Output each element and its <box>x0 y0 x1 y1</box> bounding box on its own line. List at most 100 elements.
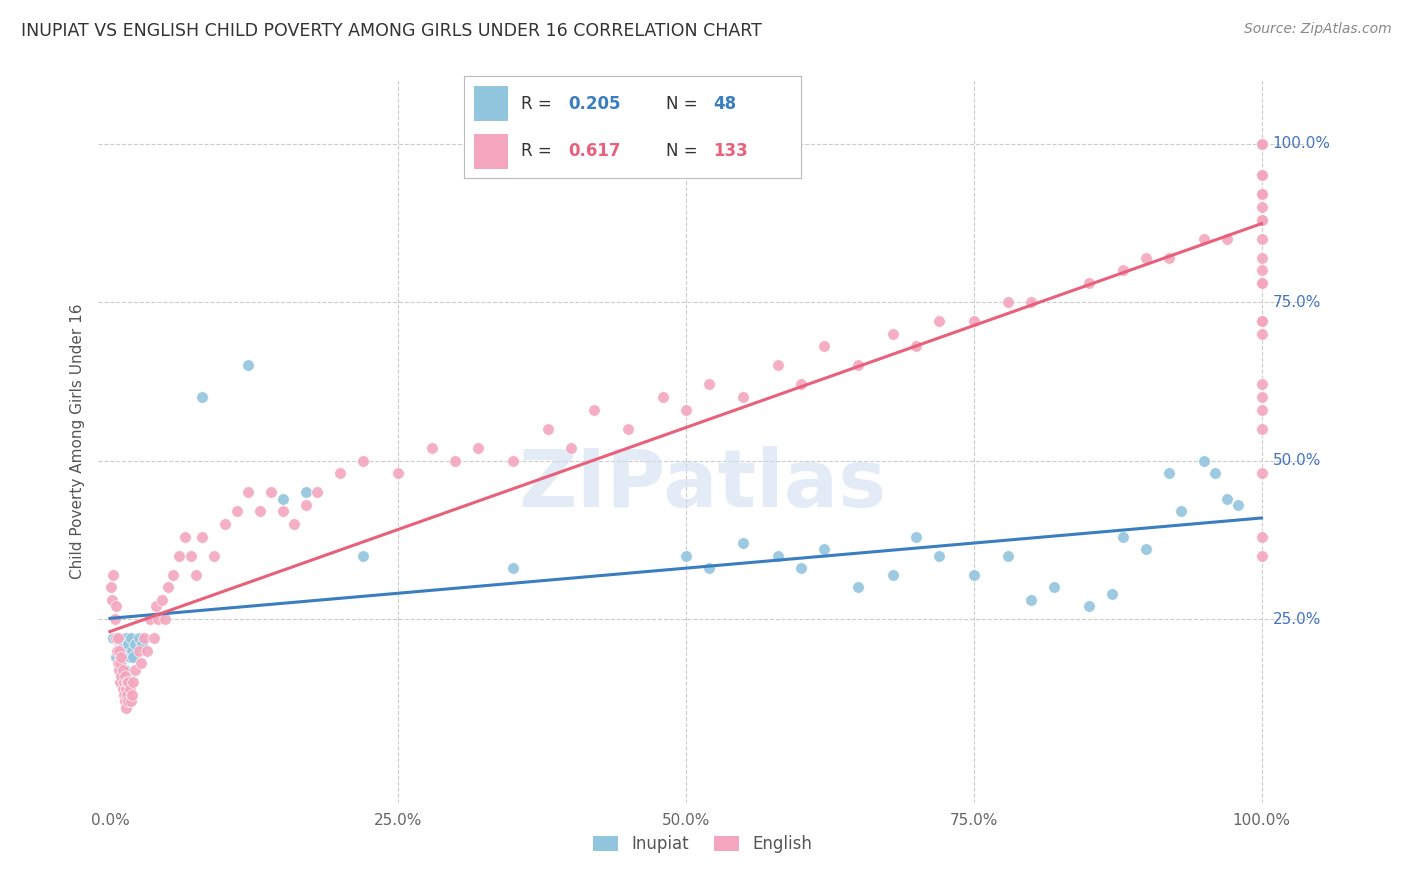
Point <box>120 631 142 645</box>
Point <box>1250 251 1272 265</box>
Point <box>582 402 605 417</box>
Point <box>1204 467 1226 481</box>
Point <box>1250 212 1272 227</box>
Point <box>1250 136 1272 151</box>
Point <box>1250 314 1272 328</box>
Point <box>1250 136 1272 151</box>
Point <box>905 530 928 544</box>
Point <box>1101 587 1123 601</box>
Point <box>1250 276 1272 290</box>
Point <box>1250 136 1272 151</box>
Point <box>117 694 139 708</box>
Point <box>882 326 904 341</box>
Point <box>1250 263 1272 277</box>
Point <box>1112 263 1135 277</box>
Point <box>444 453 467 467</box>
Point <box>675 402 697 417</box>
Point <box>104 650 127 665</box>
Point <box>110 650 132 665</box>
Text: ZIPatlas: ZIPatlas <box>519 446 887 524</box>
Point <box>1250 200 1272 214</box>
Point <box>108 643 131 657</box>
Point <box>104 631 127 645</box>
Point <box>848 580 870 594</box>
Point <box>1250 467 1272 481</box>
Point <box>103 612 125 626</box>
Point <box>214 516 236 531</box>
Point <box>202 549 225 563</box>
Point <box>1250 136 1272 151</box>
Point <box>997 549 1019 563</box>
Point <box>1250 422 1272 436</box>
Point <box>115 688 138 702</box>
Point <box>1159 467 1181 481</box>
Point <box>1250 136 1272 151</box>
Point <box>155 612 177 626</box>
Point <box>387 467 409 481</box>
Point <box>790 377 813 392</box>
Point <box>1250 276 1272 290</box>
Point <box>1250 377 1272 392</box>
Point <box>1250 212 1272 227</box>
Text: 0.617: 0.617 <box>568 142 621 160</box>
Point <box>110 669 132 683</box>
Point <box>271 491 294 506</box>
Point <box>108 663 131 677</box>
Text: N =: N = <box>666 95 703 112</box>
Point <box>191 390 214 404</box>
Point <box>236 359 259 373</box>
Point <box>128 643 150 657</box>
Point <box>928 314 950 328</box>
Text: 133: 133 <box>714 142 748 160</box>
Point <box>294 485 316 500</box>
Point <box>813 542 835 557</box>
Text: N =: N = <box>666 142 703 160</box>
Point <box>260 485 283 500</box>
Point <box>651 390 673 404</box>
Point <box>110 657 132 671</box>
Point <box>103 567 125 582</box>
Point <box>110 675 132 690</box>
Point <box>1250 136 1272 151</box>
Point <box>112 688 135 702</box>
Point <box>1250 390 1272 404</box>
Point <box>502 561 524 575</box>
Point <box>1250 402 1272 417</box>
Point <box>1250 169 1272 183</box>
Point <box>173 530 195 544</box>
Point <box>1019 593 1042 607</box>
Point <box>1250 136 1272 151</box>
Point <box>110 657 132 671</box>
Point <box>1216 491 1239 506</box>
Point <box>1250 136 1272 151</box>
Point <box>148 612 170 626</box>
Point <box>882 567 904 582</box>
Point <box>617 422 640 436</box>
Point <box>905 339 928 353</box>
Point <box>1250 314 1272 328</box>
Point <box>1077 599 1099 614</box>
Point <box>139 612 162 626</box>
Point <box>1135 542 1157 557</box>
Point <box>1192 232 1215 246</box>
Point <box>997 295 1019 310</box>
Point <box>115 631 138 645</box>
Point <box>352 453 374 467</box>
Point <box>1250 169 1272 183</box>
Point <box>307 485 329 500</box>
Point <box>115 681 138 696</box>
Point <box>142 631 165 645</box>
Point <box>1192 453 1215 467</box>
Point <box>1135 251 1157 265</box>
Point <box>115 643 138 657</box>
Point <box>962 567 984 582</box>
Point <box>329 467 352 481</box>
Point <box>145 599 167 614</box>
Point <box>111 643 134 657</box>
Point <box>112 650 135 665</box>
Point <box>1019 295 1042 310</box>
Point <box>111 681 134 696</box>
Point <box>1043 580 1066 594</box>
Point <box>104 599 127 614</box>
Point <box>1250 212 1272 227</box>
